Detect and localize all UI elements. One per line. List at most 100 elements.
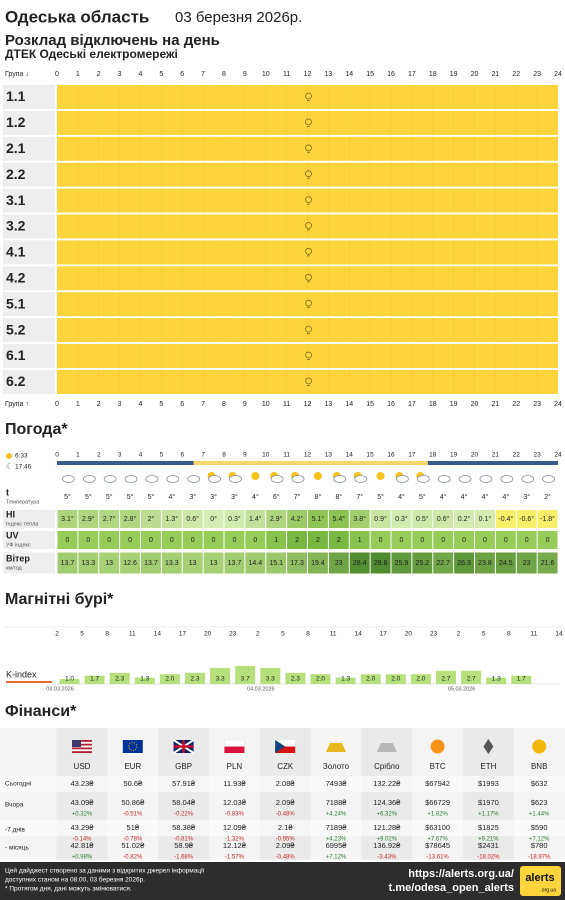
hour-label: 15 <box>366 401 374 408</box>
k-hour: 14 <box>555 631 563 638</box>
weather-value: 5° <box>106 493 113 501</box>
k-hour: 14 <box>154 631 162 638</box>
k-index-underline <box>6 681 52 683</box>
bar-label: 3.3 <box>216 676 225 683</box>
flag <box>72 751 92 754</box>
flag <box>72 747 92 750</box>
change: +7.67% <box>427 837 448 843</box>
k-hour: 2 <box>256 631 260 638</box>
weather-cell <box>308 552 328 574</box>
bar <box>335 677 356 684</box>
weather-cell <box>287 531 308 549</box>
weather-cell <box>370 510 391 528</box>
weather-value: 5° <box>419 493 426 501</box>
cloud-icon <box>103 475 117 483</box>
weather-value: 2° <box>148 515 155 523</box>
price: 43.29₴ <box>71 823 95 832</box>
weather-value: 0.3° <box>395 515 408 523</box>
weather-value: 22.7 <box>436 560 450 567</box>
change: +1.44% <box>529 812 550 818</box>
bar-label: 2.3 <box>291 676 300 683</box>
magnetic-title: Магнітні бурі* <box>5 591 114 608</box>
hour-label: 13 <box>324 401 332 408</box>
row-bg <box>0 776 565 792</box>
hour-label: 12 <box>304 401 312 408</box>
group-name: 6.2 <box>6 373 26 389</box>
weather-value: 4° <box>398 493 405 501</box>
row-label: Вчора <box>5 802 24 809</box>
weather-cell <box>349 552 370 574</box>
change: -1.57% <box>225 855 245 861</box>
hour-label: 13 <box>324 71 332 78</box>
weather-cell <box>475 510 495 528</box>
weather-value: 3° <box>231 493 238 501</box>
weather-hour: 19 <box>450 452 458 459</box>
bar <box>210 667 231 684</box>
group-name: 5.2 <box>6 321 26 337</box>
price: $67942 <box>425 779 450 788</box>
change: -13.61% <box>426 855 449 861</box>
k-hour: 2 <box>55 631 59 638</box>
price: 51₴ <box>127 823 140 832</box>
weather-value: 14.4 <box>249 560 263 567</box>
row-label-bg <box>3 510 55 528</box>
hour-label: 7 <box>201 401 205 408</box>
price: 12.03₴ <box>223 798 247 807</box>
weather-cell <box>57 510 78 528</box>
weather-value: 0 <box>420 537 424 544</box>
bar-label: 2.0 <box>366 676 375 683</box>
weather-hour: 10 <box>262 452 270 459</box>
weather-cell <box>266 510 287 528</box>
price: 58.9₴ <box>174 841 194 850</box>
weather-value: -1.8° <box>540 515 555 523</box>
weather-value: 8° <box>315 493 322 501</box>
price: 43.23₴ <box>71 779 95 788</box>
weather-value: 0 <box>399 537 403 544</box>
row-label: - місяць <box>5 844 29 852</box>
weather-value: 0 <box>128 537 132 544</box>
weather-value: 13 <box>189 560 197 567</box>
weather-value: 0 <box>191 537 195 544</box>
row-label: t <box>6 487 9 497</box>
weather-title: Погода* <box>5 421 68 438</box>
hour-label: 3 <box>118 71 122 78</box>
weather-value: 21.6 <box>541 560 555 567</box>
hour-label: 22 <box>512 71 520 78</box>
hour-label: 19 <box>450 401 458 408</box>
cloud-icon <box>458 475 472 483</box>
hour-label: 20 <box>471 71 479 78</box>
hour-label: 21 <box>491 401 499 408</box>
weather-value: 4° <box>502 493 509 501</box>
weather-value: 0.2° <box>458 515 471 523</box>
row-label: HI <box>6 509 15 519</box>
k-hour: 8 <box>105 631 109 638</box>
hour-label: 14 <box>345 401 353 408</box>
weather-cell <box>224 531 245 549</box>
currency: EUR <box>124 762 141 771</box>
logo: alerts <box>525 872 554 884</box>
weather-cell <box>99 531 120 549</box>
weather-cell <box>412 531 433 549</box>
flag <box>72 740 81 747</box>
cloud-icon <box>270 475 284 483</box>
group-name: 3.1 <box>6 192 26 208</box>
bar-label: 2.7 <box>441 676 450 683</box>
bulb-icon <box>305 222 312 229</box>
change: -18.02% <box>477 855 500 861</box>
weather-cell <box>287 552 308 574</box>
bulb-icon <box>305 377 312 385</box>
group-bg <box>3 318 55 343</box>
weather-value: 3.8° <box>353 515 366 523</box>
weather-value: 5.4° <box>333 515 346 523</box>
weather-value: 0 <box>525 537 529 544</box>
price: $2431 <box>478 841 499 850</box>
bulb-icon <box>305 144 312 152</box>
weather-cell <box>391 531 412 549</box>
price: 2.09₴ <box>276 841 296 850</box>
k-hour: 17 <box>179 631 187 638</box>
change: +0.98% <box>72 855 93 861</box>
weather-value: 2.9° <box>270 515 283 523</box>
bar-label: 2.0 <box>416 676 425 683</box>
bar <box>159 674 180 684</box>
